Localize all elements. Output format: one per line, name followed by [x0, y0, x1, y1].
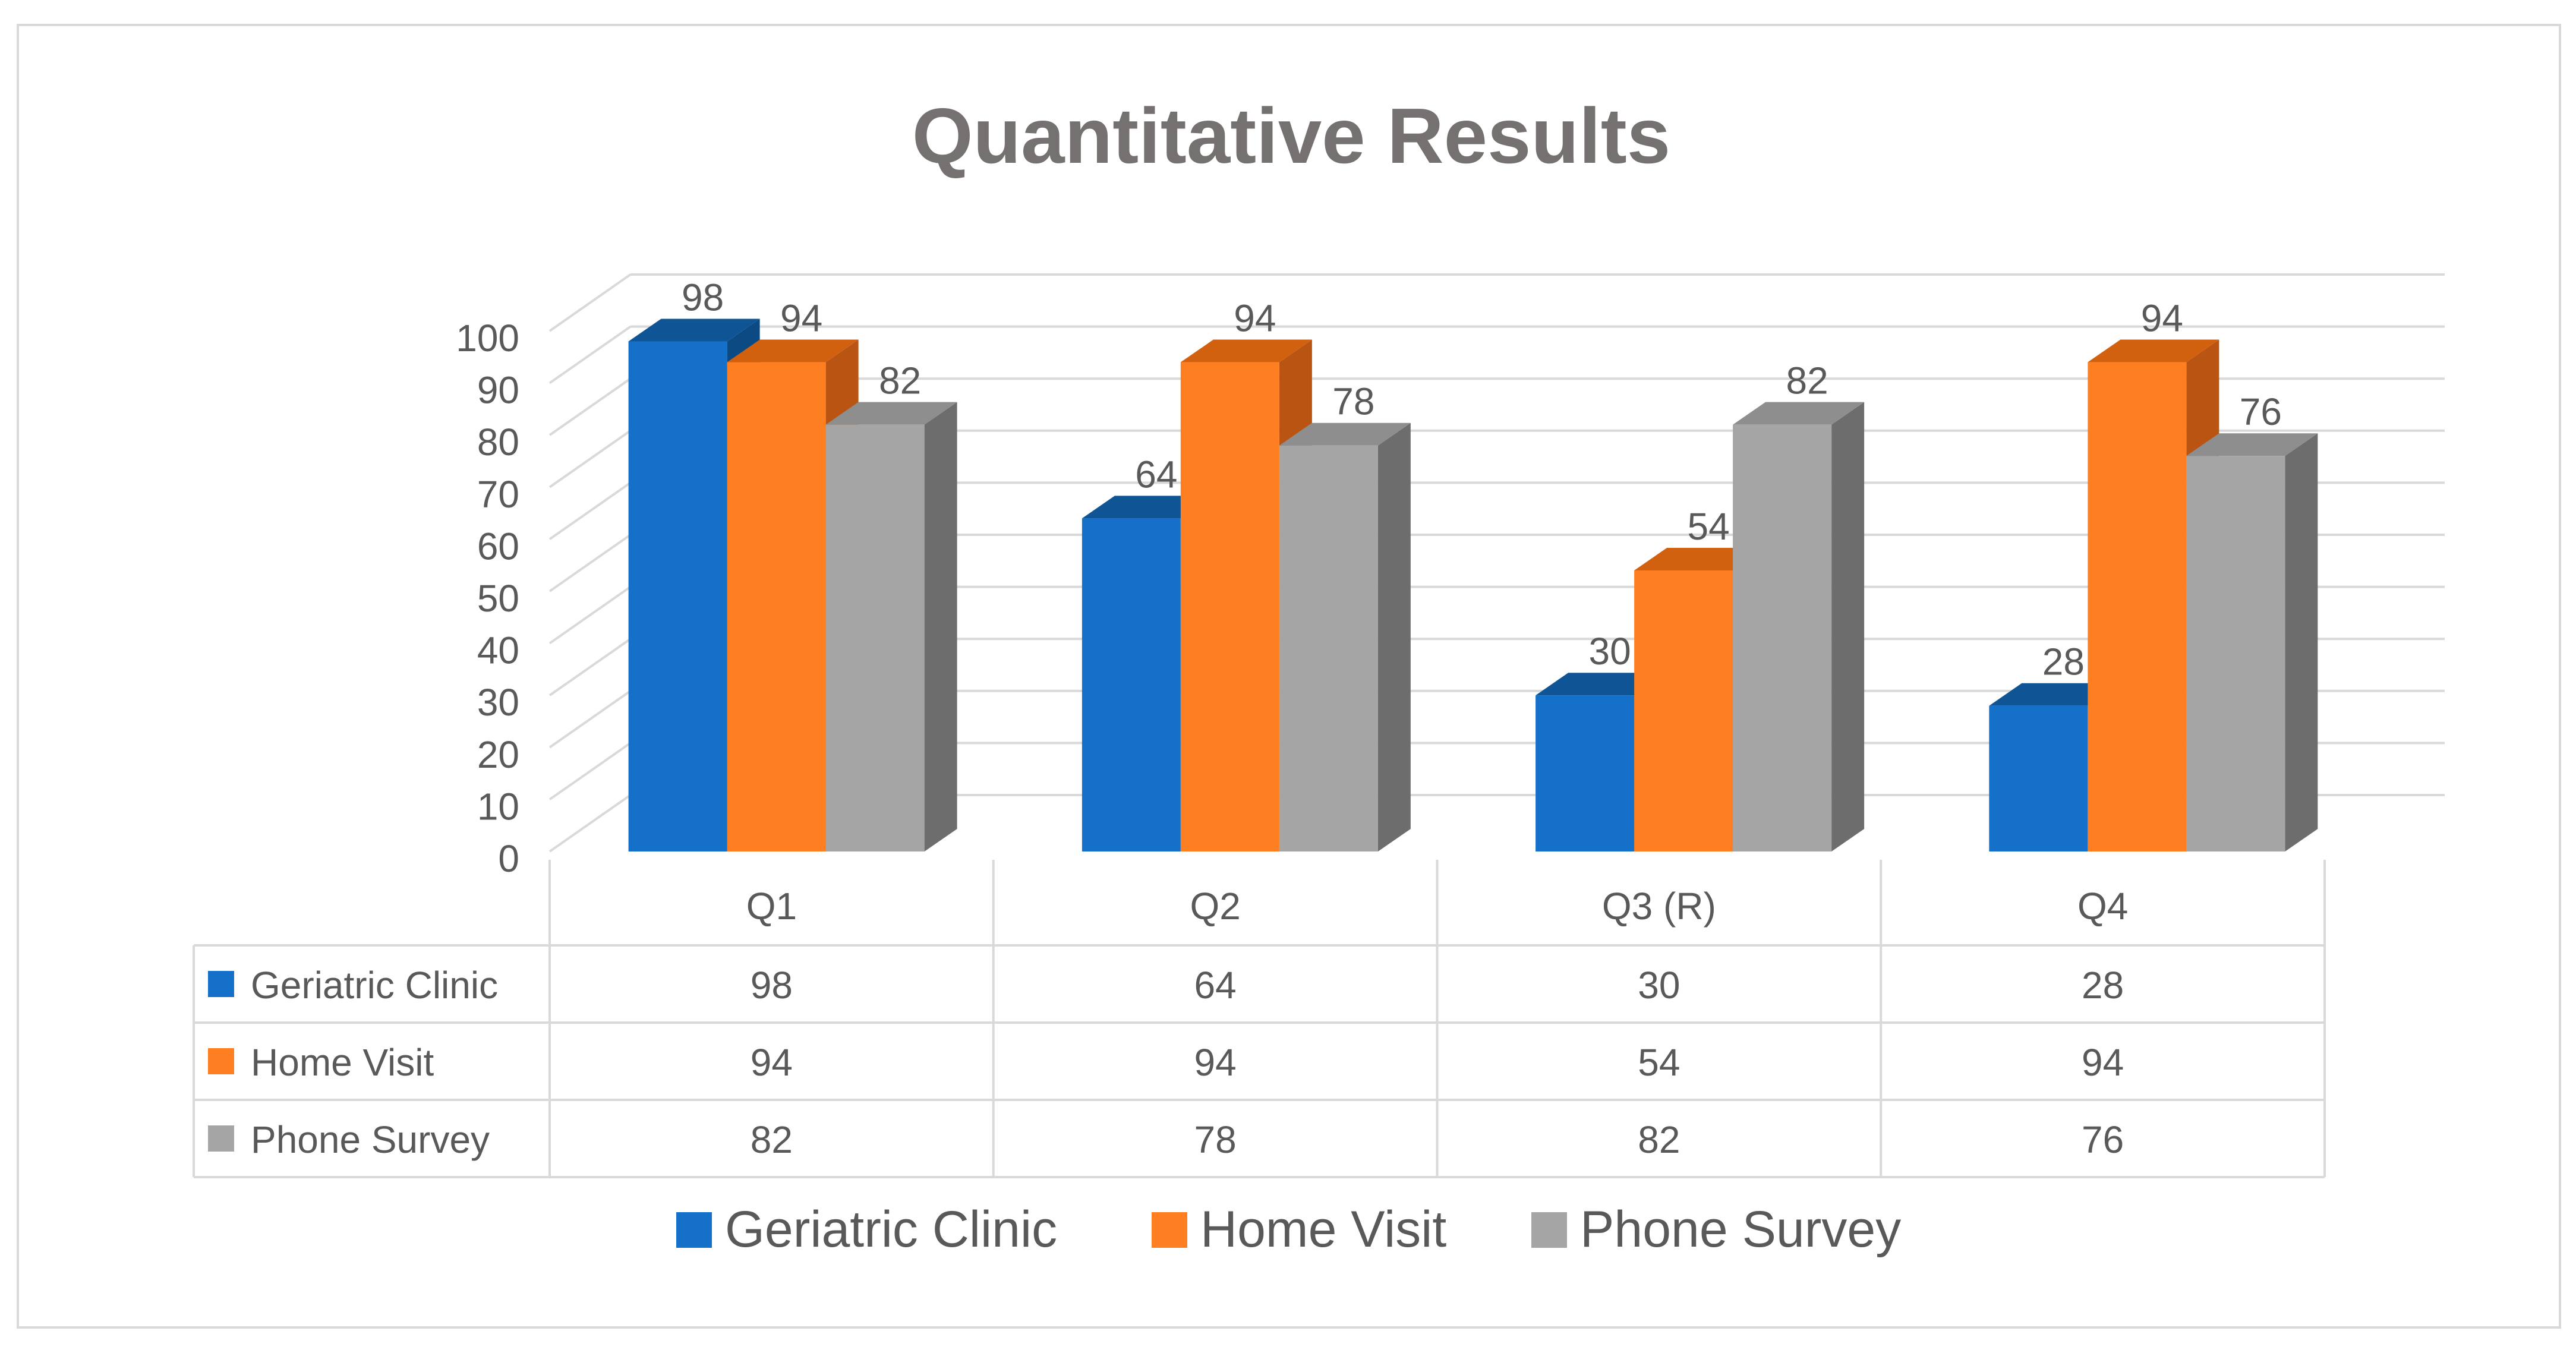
table-cell-geriatric-clinic: 64: [1194, 964, 1237, 1007]
table-cell-phone-survey: 76: [2082, 1118, 2124, 1161]
bar-home-visit-q3-r: [1634, 570, 1733, 851]
data-label-phone-survey-q4: 76: [2240, 390, 2282, 433]
y-tick-label: 100: [456, 317, 519, 359]
bar-phone-survey-q4: [2186, 456, 2285, 851]
bar-phone-survey-q2: [1279, 445, 1378, 851]
data-label-home-visit-q3-r: 54: [1688, 505, 1730, 548]
gridline-side: [548, 690, 632, 749]
plot-area: [628, 318, 2318, 851]
y-tick-label: 0: [498, 837, 519, 880]
chart-svg: Quantitative Results 0 10 20 30 40 50 60 70 80 90…: [193, 92, 2445, 1258]
bar-geriatric-clinic-q4: [1989, 705, 2088, 851]
legend-key-phone-survey: [1531, 1212, 1567, 1248]
gridline-side: [548, 534, 632, 592]
y-tick-label: 30: [477, 681, 519, 724]
table-series-name-phone-survey: Phone Survey: [251, 1118, 490, 1161]
bar-top-home-visit-q2: [1180, 339, 1312, 362]
bar-top-geriatric-clinic-q1: [628, 318, 760, 342]
y-tick-label: 70: [477, 473, 519, 516]
gridline-side: [548, 430, 632, 488]
table-series-name-home-visit: Home Visit: [251, 1041, 434, 1084]
bar-home-visit-q2: [1180, 362, 1279, 851]
gridline-side: [548, 585, 632, 645]
data-label-geriatric-clinic-q2: 64: [1135, 453, 1177, 496]
x-tick-label: Q2: [1190, 885, 1240, 928]
bar-side-phone-survey-q1: [924, 402, 957, 851]
bar-side-phone-survey-q4: [2285, 433, 2318, 851]
table-legend-key-home-visit: [208, 1048, 234, 1074]
chart-frame: Quantitative Results 0 10 20 30 40 50 60 70 80 90…: [17, 24, 2561, 1329]
table-legend-key-geriatric-clinic: [208, 971, 234, 997]
data-label-phone-survey-q2: 78: [1332, 380, 1374, 423]
bar-top-phone-survey-q2: [1279, 422, 1411, 446]
bar-top-geriatric-clinic-q3-r: [1535, 673, 1667, 696]
bar-geriatric-clinic-q1: [628, 341, 727, 851]
chart-title: Quantitative Results: [912, 92, 1670, 179]
x-tick-label: Q1: [746, 885, 797, 928]
y-tick-label: 60: [477, 525, 519, 567]
table-cell-phone-survey: 78: [1194, 1118, 1237, 1161]
bar-home-visit-q4: [2088, 362, 2187, 851]
gridline-side: [548, 377, 632, 436]
data-label-home-visit-q1: 94: [780, 297, 822, 340]
data-table: Q1 Q2 Q3 (R) Q4 Geriatric Clinic 98 64 30 28 Home…: [193, 860, 2326, 1178]
gridline-side: [548, 638, 632, 696]
data-label-phone-survey-q3-r: 82: [1786, 359, 1828, 402]
bar-phone-survey-q3-r: [1733, 424, 1832, 851]
table-cell-geriatric-clinic: 30: [1638, 964, 1680, 1007]
legend-key-home-visit: [1152, 1212, 1187, 1248]
bar-top-geriatric-clinic-q4: [1989, 683, 2121, 706]
data-label-geriatric-clinic-q3-r: 30: [1589, 630, 1631, 673]
legend-key-geriatric-clinic: [676, 1212, 712, 1248]
x-tick-label: Q3 (R): [1602, 885, 1716, 928]
data-label-geriatric-clinic-q1: 98: [682, 276, 724, 319]
bar-top-phone-survey-q4: [2186, 433, 2318, 456]
data-label-geriatric-clinic-q4: 28: [2042, 641, 2085, 683]
gridline-side: [548, 273, 632, 332]
bar-top-home-visit-q1: [727, 339, 859, 362]
bar-top-phone-survey-q3-r: [1733, 402, 1865, 425]
table-cell-phone-survey: 82: [1638, 1118, 1680, 1161]
y-axis: 0 10 20 30 40 50 60 70 80 90 100: [456, 317, 519, 880]
y-tick-label: 90: [477, 369, 519, 412]
data-label-phone-survey-q1: 82: [879, 359, 921, 402]
bar-top-phone-survey-q1: [825, 402, 957, 425]
table-cell-home-visit: 94: [2082, 1041, 2124, 1084]
legend-label-phone-survey: Phone Survey: [1580, 1201, 1901, 1258]
table-cell-geriatric-clinic: 98: [751, 964, 793, 1007]
x-tick-label: Q4: [2077, 885, 2128, 928]
legend-label-geriatric-clinic: Geriatric Clinic: [725, 1201, 1057, 1258]
bar-home-visit-q1: [727, 362, 826, 851]
bar-geriatric-clinic-q3-r: [1535, 695, 1635, 851]
gridline-side: [548, 325, 632, 384]
y-tick-label: 50: [477, 577, 519, 620]
data-label-home-visit-q2: 94: [1234, 297, 1276, 340]
bar-side-phone-survey-q3-r: [1831, 402, 1865, 851]
table-legend-key-phone-survey: [208, 1125, 234, 1152]
table-series-name-geriatric-clinic: Geriatric Clinic: [251, 964, 498, 1007]
table-cell-phone-survey: 82: [751, 1118, 793, 1161]
y-tick-label: 20: [477, 733, 519, 776]
gridline-side: [548, 481, 632, 541]
y-tick-label: 80: [477, 421, 519, 463]
bar-geriatric-clinic-q2: [1082, 518, 1181, 851]
data-labels: 98 94 82 64 94 78 30 54 82 28 94 76: [682, 276, 2282, 683]
table-cell-home-visit: 94: [751, 1041, 793, 1084]
legend-label-home-visit: Home Visit: [1200, 1201, 1446, 1258]
table-cell-geriatric-clinic: 28: [2082, 964, 2124, 1007]
gridline-side: [548, 794, 632, 853]
bar-phone-survey-q1: [825, 424, 925, 851]
table-cell-home-visit: 54: [1638, 1041, 1680, 1084]
y-tick-label: 10: [477, 785, 519, 828]
data-label-home-visit-q4: 94: [2141, 297, 2183, 340]
legend: Geriatric Clinic Home Visit Phone Survey: [676, 1201, 1901, 1258]
table-cell-home-visit: 94: [1194, 1041, 1237, 1084]
bar-side-phone-survey-q2: [1377, 422, 1411, 851]
y-tick-label: 40: [477, 629, 519, 672]
bar-top-geriatric-clinic-q2: [1082, 496, 1213, 519]
bar-top-home-visit-q4: [2088, 339, 2219, 362]
bar-top-home-visit-q3-r: [1634, 547, 1766, 570]
gridline-side: [548, 742, 632, 801]
